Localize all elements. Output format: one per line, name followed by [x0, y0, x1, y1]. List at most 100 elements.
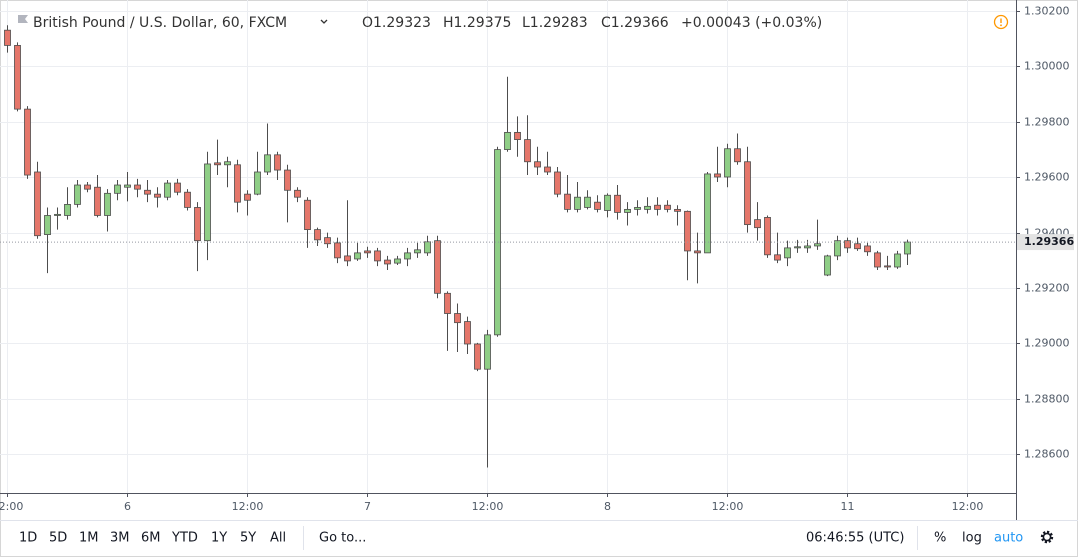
y-tick-label: 1.29800 [1024, 116, 1070, 129]
candle-body [604, 194, 611, 211]
candle-body [804, 245, 811, 249]
candle-body [154, 193, 161, 198]
range-button[interactable]: 3M [110, 531, 130, 546]
warning-icon[interactable] [993, 14, 1009, 30]
x-tick-label: 12:00 [712, 500, 744, 513]
candle-body [714, 173, 721, 178]
symbol-flag [18, 15, 28, 23]
candle-body [904, 241, 911, 255]
candle-body [874, 252, 881, 268]
candle-body [104, 192, 111, 216]
x-tick-label: 12:00 [472, 500, 504, 513]
symbol-chevron[interactable] [320, 19, 328, 24]
candle-body [524, 139, 531, 163]
last-price-box [1017, 234, 1074, 251]
x-tick-label: 11 [841, 500, 855, 513]
candle-body [644, 205, 651, 210]
range-button[interactable]: 1D [19, 531, 37, 546]
candle-body [304, 199, 311, 231]
candle-body [14, 45, 21, 110]
candle-body [244, 193, 251, 201]
candle-body [724, 148, 731, 178]
y-tick-label: 1.30000 [1024, 60, 1070, 73]
x-tick-label: 12:00 [232, 500, 264, 513]
candle-body [884, 265, 891, 268]
candle-body [234, 164, 241, 203]
candle-body [54, 213, 61, 216]
y-tick-label: 1.28600 [1024, 448, 1070, 461]
range-button[interactable]: 1M [79, 531, 99, 546]
candle-body [774, 254, 781, 261]
range-button[interactable]: All [270, 531, 286, 546]
candle-body [184, 191, 191, 208]
candle-body [134, 184, 141, 190]
candle-body [664, 204, 671, 210]
range-button[interactable]: 5D [49, 531, 67, 546]
candle-body [494, 149, 501, 336]
candle-body [674, 208, 681, 212]
candle-body [844, 240, 851, 249]
candle-body [294, 189, 301, 198]
candle-body [864, 245, 871, 253]
candle-body [554, 171, 561, 195]
candle-body [734, 148, 741, 163]
plot-area [0, 0, 1016, 493]
candle-body [114, 184, 121, 194]
log-toggle[interactable]: log [962, 531, 982, 546]
candle-body [614, 194, 621, 213]
candle-body [374, 250, 381, 262]
candle-body [594, 201, 601, 210]
candle-body [344, 255, 351, 262]
toolbar: 1D 5D 1M 3M 6M YTD 1Y 5Y All [19, 531, 286, 546]
candle-body [84, 184, 91, 190]
symbol-title[interactable]: British Pound / U.S. Dollar, 60, FXCM [33, 15, 287, 31]
candle-body [564, 193, 571, 210]
goto-button[interactable]: Go to... [319, 531, 366, 546]
candle-body [824, 255, 831, 276]
candle-body [94, 186, 101, 216]
range-button[interactable]: 1Y [211, 531, 227, 546]
range-button[interactable]: 5Y [240, 531, 256, 546]
candle-body [584, 196, 591, 208]
candle-body [4, 29, 11, 46]
x-tick-label: 12:00 [952, 500, 984, 513]
candle-body [654, 204, 661, 210]
candle-body [354, 252, 361, 260]
candle-body [474, 343, 481, 370]
candle-body [434, 240, 441, 294]
ohlc-low: L1.29283 [522, 15, 588, 31]
candle-body [214, 162, 221, 166]
ohlc-high: H1.29375 [443, 15, 511, 31]
y-tick-label: 1.29600 [1024, 171, 1070, 184]
range-button[interactable]: 6M [141, 531, 161, 546]
candle-body [534, 161, 541, 168]
candle-body [574, 196, 581, 210]
candle-body [124, 184, 131, 188]
range-button[interactable]: YTD [171, 531, 198, 546]
candle-body [384, 259, 391, 265]
percent-toggle[interactable]: % [934, 531, 946, 546]
candle-body [794, 246, 801, 249]
candle-body [44, 215, 51, 235]
candle-body [504, 131, 511, 150]
candle-body [284, 169, 291, 191]
settings-gear[interactable] [1040, 530, 1054, 544]
candle-body [394, 258, 401, 264]
auto-toggle[interactable]: auto [994, 531, 1023, 546]
candle-body [814, 243, 821, 247]
ohlc-change: +0.00043 (+0.03%) [681, 15, 822, 31]
candle-body [754, 219, 761, 229]
candle-body [684, 210, 691, 252]
candle-body [204, 163, 211, 242]
candle-body [634, 207, 641, 210]
x-tick-label: 6 [124, 500, 131, 513]
candle-body [694, 250, 701, 254]
candle-body [464, 321, 471, 345]
candle-body [514, 131, 521, 140]
candle-body [444, 292, 451, 314]
candle-body [364, 250, 371, 254]
ohlc-close: C1.29366 [601, 15, 669, 31]
